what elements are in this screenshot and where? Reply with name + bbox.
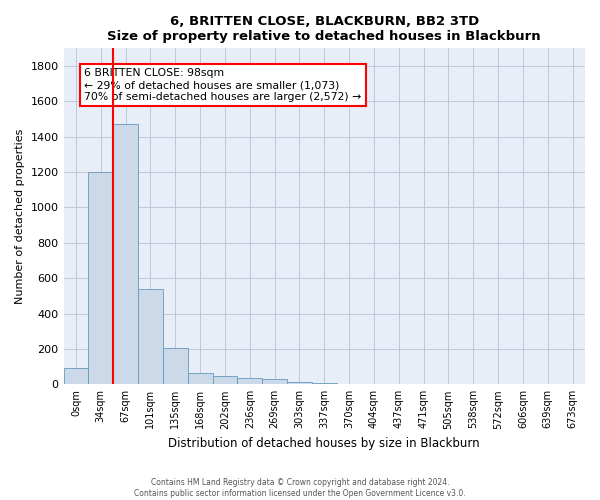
Bar bbox=[238, 378, 262, 384]
X-axis label: Distribution of detached houses by size in Blackburn: Distribution of detached houses by size … bbox=[169, 437, 480, 450]
Bar bbox=[312, 382, 337, 384]
Bar bbox=[138, 289, 163, 384]
Bar bbox=[64, 368, 88, 384]
Text: Contains HM Land Registry data © Crown copyright and database right 2024.
Contai: Contains HM Land Registry data © Crown c… bbox=[134, 478, 466, 498]
Bar bbox=[163, 348, 188, 385]
Title: 6, BRITTEN CLOSE, BLACKBURN, BB2 3TD
Size of property relative to detached house: 6, BRITTEN CLOSE, BLACKBURN, BB2 3TD Siz… bbox=[107, 15, 541, 43]
Bar bbox=[287, 382, 312, 384]
Text: 6 BRITTEN CLOSE: 98sqm
← 29% of detached houses are smaller (1,073)
70% of semi-: 6 BRITTEN CLOSE: 98sqm ← 29% of detached… bbox=[85, 68, 362, 102]
Bar bbox=[262, 380, 287, 384]
Bar bbox=[212, 376, 238, 384]
Bar bbox=[188, 373, 212, 384]
Bar bbox=[113, 124, 138, 384]
Bar bbox=[88, 172, 113, 384]
Y-axis label: Number of detached properties: Number of detached properties bbox=[15, 128, 25, 304]
